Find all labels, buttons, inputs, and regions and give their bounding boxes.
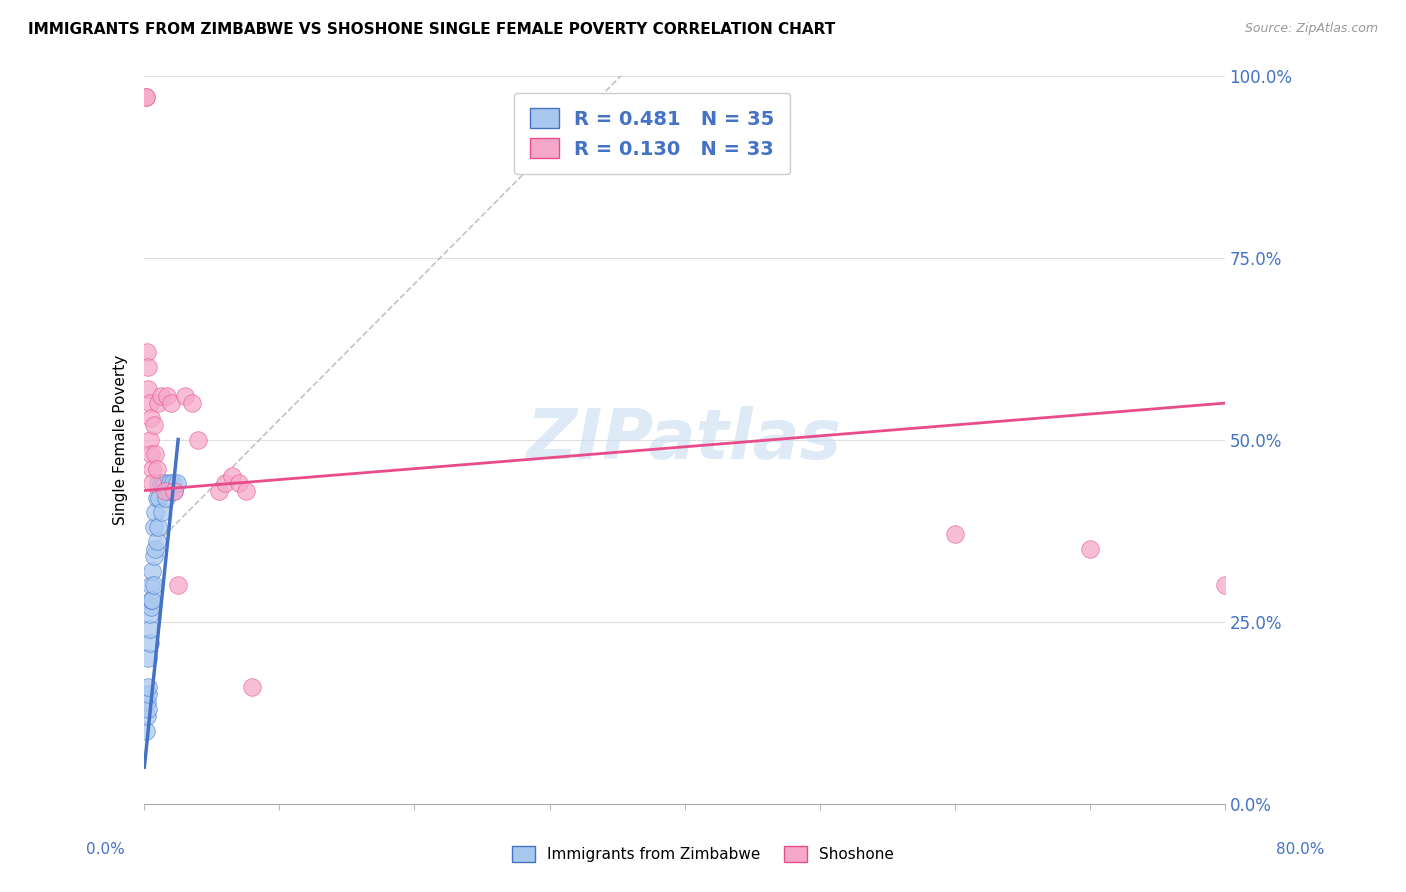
Point xyxy=(149,476,172,491)
Point xyxy=(135,90,157,104)
Text: Source: ZipAtlas.com: Source: ZipAtlas.com xyxy=(1244,22,1378,36)
Point xyxy=(187,433,209,447)
Point xyxy=(150,505,173,519)
Point xyxy=(139,622,162,636)
Point xyxy=(139,599,162,614)
Point xyxy=(139,447,162,461)
Point xyxy=(148,491,170,505)
Point xyxy=(157,483,180,498)
Point xyxy=(160,396,183,410)
Point xyxy=(174,389,197,403)
Point xyxy=(143,505,166,519)
Point xyxy=(138,680,160,694)
Point xyxy=(142,578,165,592)
Point xyxy=(135,90,157,104)
Point xyxy=(142,417,165,432)
Point xyxy=(235,483,257,498)
Point xyxy=(145,534,167,549)
Legend: Immigrants from Zimbabwe, Shoshone: Immigrants from Zimbabwe, Shoshone xyxy=(506,840,900,868)
Point xyxy=(139,592,162,607)
Point xyxy=(145,461,167,475)
Point xyxy=(146,476,169,491)
Text: 0.0%: 0.0% xyxy=(86,842,125,856)
Point xyxy=(136,695,159,709)
Point xyxy=(167,578,190,592)
Point xyxy=(1078,541,1101,556)
Point xyxy=(145,491,167,505)
Point xyxy=(228,476,250,491)
Point xyxy=(152,476,174,491)
Point xyxy=(143,541,166,556)
Point xyxy=(180,396,202,410)
Point xyxy=(163,483,186,498)
Point xyxy=(142,549,165,563)
Point xyxy=(138,382,160,396)
Y-axis label: Single Female Poverty: Single Female Poverty xyxy=(114,354,128,524)
Point xyxy=(138,687,160,701)
Text: ZIPatlas: ZIPatlas xyxy=(527,406,842,473)
Text: 80.0%: 80.0% xyxy=(1277,842,1324,856)
Point xyxy=(146,396,169,410)
Point xyxy=(159,476,181,491)
Point xyxy=(155,491,177,505)
Point xyxy=(163,483,186,498)
Point xyxy=(162,476,184,491)
Point xyxy=(141,461,163,475)
Point xyxy=(141,476,163,491)
Legend: R = 0.481   N = 35, R = 0.130   N = 33: R = 0.481 N = 35, R = 0.130 N = 33 xyxy=(515,93,790,175)
Point xyxy=(136,709,159,723)
Point xyxy=(153,483,176,498)
Point xyxy=(141,592,163,607)
Point xyxy=(139,433,162,447)
Point xyxy=(146,520,169,534)
Point xyxy=(138,651,160,665)
Point xyxy=(214,476,236,491)
Point xyxy=(156,389,179,403)
Point xyxy=(138,359,160,374)
Point xyxy=(943,527,966,541)
Point xyxy=(142,520,165,534)
Point xyxy=(136,345,159,359)
Text: IMMIGRANTS FROM ZIMBABWE VS SHOSHONE SINGLE FEMALE POVERTY CORRELATION CHART: IMMIGRANTS FROM ZIMBABWE VS SHOSHONE SIN… xyxy=(28,22,835,37)
Point xyxy=(139,636,162,650)
Point xyxy=(139,396,162,410)
Point xyxy=(139,410,162,425)
Point xyxy=(139,607,162,622)
Point xyxy=(153,476,176,491)
Point xyxy=(135,723,157,738)
Point xyxy=(221,469,243,483)
Point xyxy=(149,389,172,403)
Point xyxy=(138,702,160,716)
Point xyxy=(141,564,163,578)
Point xyxy=(166,476,188,491)
Point xyxy=(143,447,166,461)
Point xyxy=(1213,578,1236,592)
Point xyxy=(242,680,264,694)
Point xyxy=(139,578,162,592)
Point xyxy=(208,483,231,498)
